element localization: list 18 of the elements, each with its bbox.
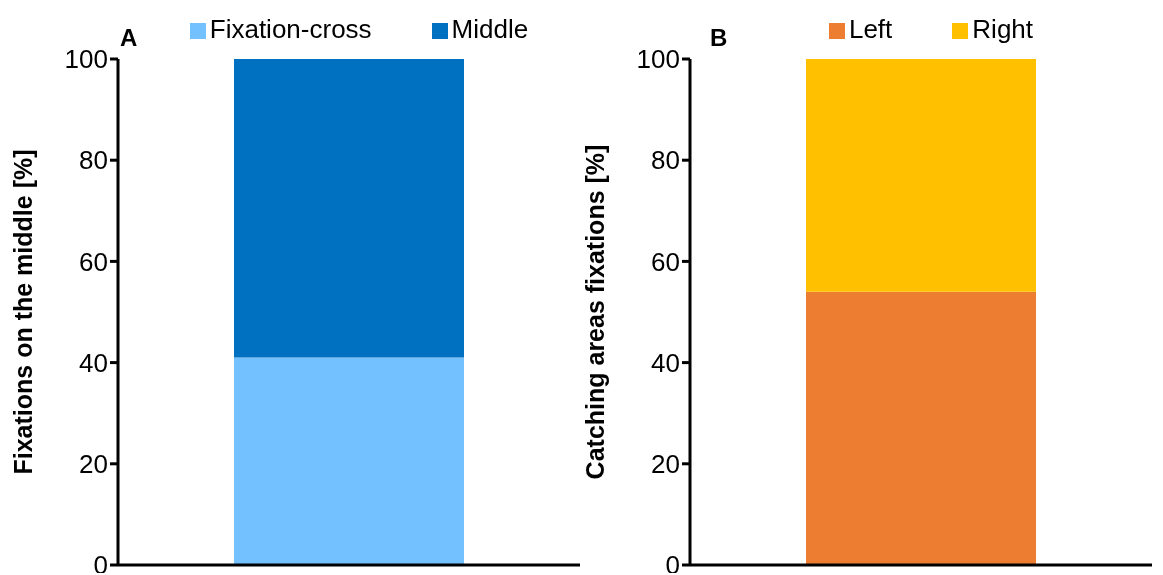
y-axis-title: Catching areas fixations [%] <box>580 144 609 480</box>
y-tick-label: 100 <box>636 44 680 75</box>
y-tick-label: 80 <box>79 145 108 176</box>
y-tick-label: 40 <box>79 347 108 378</box>
legend-label: Left <box>848 14 893 44</box>
y-tick-label: 20 <box>651 449 680 480</box>
chart-title: A <box>120 24 138 52</box>
y-tick-label: 100 <box>64 44 108 75</box>
y-tick-label: 80 <box>651 145 680 176</box>
y-tick-label: 60 <box>79 246 108 277</box>
legend-label: Right <box>972 14 1034 44</box>
y-tick-label: 40 <box>651 347 680 378</box>
chart-title: B <box>710 24 728 52</box>
y-tick-label: 20 <box>79 449 108 480</box>
y-axis-title: Fixations on the middle [%] <box>8 149 37 475</box>
legend-label: Fixation-cross <box>209 14 372 44</box>
y-tick-label: 60 <box>651 246 680 277</box>
legend-label: Middle <box>451 14 529 44</box>
